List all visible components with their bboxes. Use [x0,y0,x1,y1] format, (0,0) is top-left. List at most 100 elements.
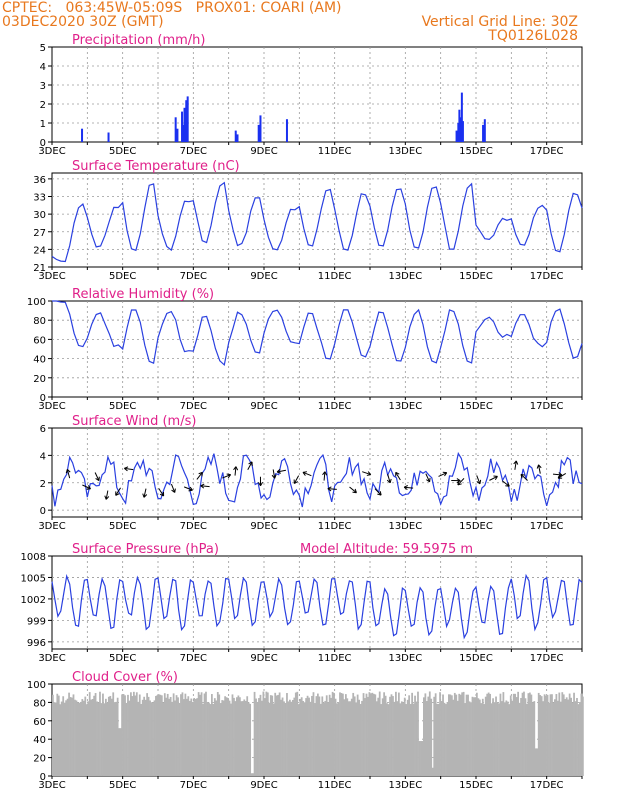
cloud-bar [428,691,431,776]
wind-arrow [200,485,210,488]
cloud-bar [88,692,91,776]
wind-arrow-head [426,477,431,483]
cloud-bar [445,704,447,776]
cloud-bar [334,698,337,776]
cloud-bar [100,703,103,776]
cloud-bar [311,695,313,776]
cloud-bar [374,694,377,776]
cloud-bar [271,695,274,776]
cloud-bar [324,700,327,776]
cloud-bar [106,702,109,776]
cloud-bar [216,692,219,776]
cloud-bar [230,703,232,776]
cloud-bar [71,697,73,776]
cloud-bar [406,699,409,776]
y-tick-label: 0 [40,138,46,149]
wind-arrow-head [271,474,277,479]
cloud-bar [464,703,467,776]
cloud-bar [526,703,528,776]
cloud-bar [495,696,497,776]
cloud-bar [433,696,436,776]
x-tick-label: 5DEC [109,271,136,282]
wind-arrow-head [322,471,328,476]
cloud-bar [499,693,502,776]
cloud-bar [476,692,478,776]
cloud-bar [400,701,403,776]
cloud-bar [502,692,505,776]
cloud-bar [579,702,581,776]
cloud-bar [530,694,533,776]
y-tick-label: 1 [40,119,46,130]
cloud-bar [365,693,368,776]
cloud-bar [259,694,262,776]
cloud-bar [234,701,237,776]
x-tick-label: 9DEC [250,146,277,157]
wind-arrow-head [395,471,400,477]
cloud-bar [202,703,204,776]
panel-frame [51,555,583,650]
cloud-bar [556,700,559,776]
y-tick-label: 4 [40,62,46,73]
panel-title: Cloud Cover (%) [72,670,178,685]
wind-arrow-head [104,495,110,500]
x-tick-label: 13DEC [388,653,422,664]
cloud-bar [468,701,471,776]
cloud-bar [149,700,151,776]
cloud-bar [370,693,372,776]
cloud-bar [300,697,303,776]
cloud-bar [405,704,408,776]
cloud-bar [546,694,549,776]
cloud-bar [417,691,419,776]
y-tick-label: 3 [40,81,46,92]
cloud-bar [56,693,59,776]
cloud-bar [233,697,235,776]
cloud-bar [344,694,347,776]
cloud-bar [489,693,492,776]
cloud-bar [212,703,215,776]
cloud-bar [97,702,100,776]
cloud-bar [446,702,449,776]
cloud-bar [224,696,227,776]
cloud-bar [156,695,159,776]
cloud-bar [177,697,179,776]
cloud-bar [236,697,238,776]
y-tick-label: 999 [27,616,46,627]
wind-arrow-head [95,476,100,482]
cloud-bar [96,701,98,776]
cloud-bar [203,693,206,776]
cloud-bar [183,699,185,776]
cloud-bar [147,696,150,776]
x-tick-label: 13DEC [388,780,422,791]
cloud-bar [115,701,118,776]
cloud-bar [384,695,387,776]
cloud-bar [339,692,341,776]
cloud-bar [358,699,361,776]
wind-arrow [327,488,337,490]
cloud-bar [78,702,81,776]
cloud-bar [314,703,316,776]
wind-arrow-head [536,464,542,469]
wind-arrow-head [159,491,165,497]
wind-arrow-head [493,475,498,480]
y-tick-label: 5 [40,43,46,54]
x-tick-label: 5DEC [109,653,136,664]
cloud-bar [125,702,128,776]
cloud-bar [543,694,546,776]
cloud-bar [113,702,116,776]
cloud-bar [72,694,75,776]
cloud-bar [280,699,282,776]
panel-title: Precipitation (mm/h) [72,33,205,48]
cloud-bar [509,695,512,776]
cloud-bar [470,702,472,776]
wind-arrow [501,480,510,487]
x-tick-label: 9DEC [250,271,277,282]
cloud-bar [436,703,439,776]
cloud-bar [74,699,76,776]
cloud-bar [318,696,321,776]
cloud-bar [364,698,366,776]
wind-arrow [170,483,176,493]
cloud-bar [412,703,415,776]
cloud-bar [196,698,199,776]
x-tick-label: 7DEC [180,271,207,282]
cloud-bar [159,694,162,776]
